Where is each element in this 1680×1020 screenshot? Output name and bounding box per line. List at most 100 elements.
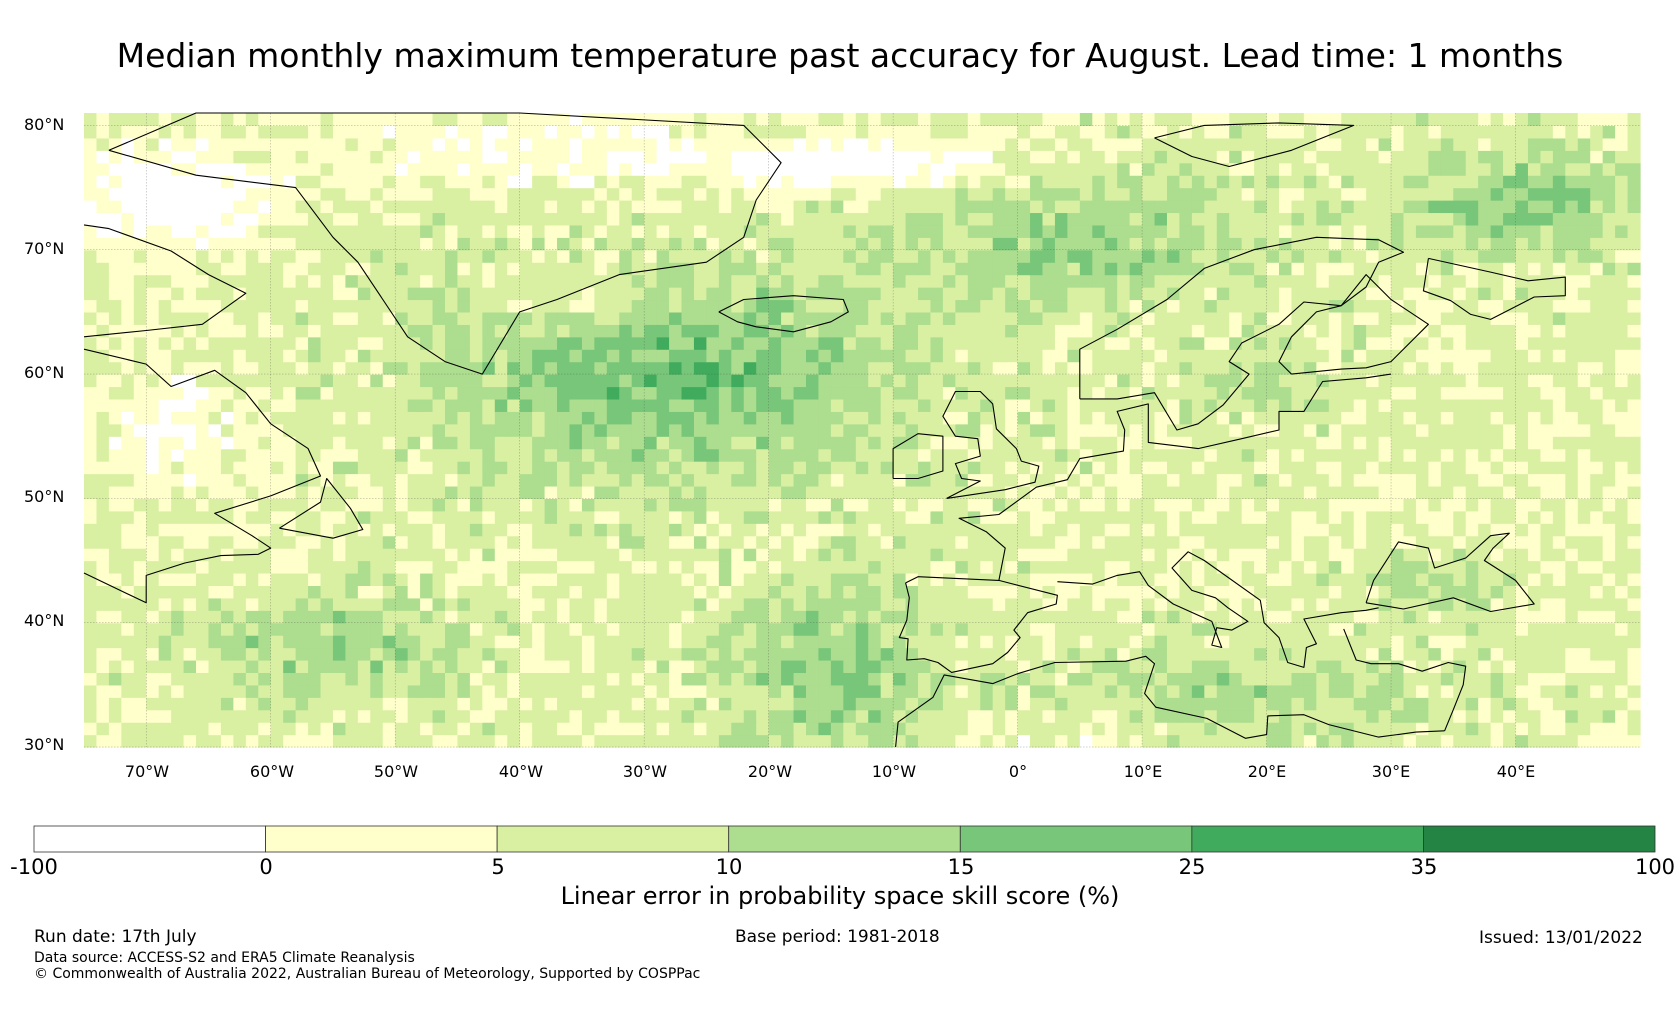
skill-cell [855,510,869,524]
skill-cell [1453,423,1467,437]
skill-cell [843,411,857,425]
skill-cell [706,324,720,338]
skill-cell [880,585,894,599]
skill-cell [1092,697,1106,711]
skill-cell [1353,398,1367,412]
skill-cell [955,560,969,574]
skill-cell [220,635,234,649]
skill-cell [1303,560,1317,574]
skill-cell [818,311,832,325]
skill-cell [196,510,210,524]
skill-cell [557,411,571,425]
skill-cell [1527,672,1542,686]
skill-cell [768,622,782,636]
skill-cell [1565,287,1579,301]
skill-cell [1254,411,1268,425]
skill-cell [581,697,595,711]
skill-cell [1129,572,1143,586]
skill-cell [967,361,981,375]
skill-cell [1353,709,1367,723]
skill-cell [1328,560,1342,574]
skill-cell [992,473,1006,487]
skill-cell [258,386,272,400]
skill-cell [1117,374,1131,388]
skill-cell [1453,361,1467,375]
skill-cell [1104,448,1118,462]
skill-cell [669,411,683,425]
skill-cell [930,423,944,437]
skill-cell [332,374,347,388]
skill-cell [1303,287,1317,301]
skill-cell [1254,722,1268,736]
skill-cell [208,572,222,586]
skill-cell [1104,610,1118,624]
skill-cell [918,548,932,562]
skill-cell [855,585,869,599]
skill-cell [681,361,695,375]
skill-cell [992,374,1006,388]
skill-cell [1328,498,1342,512]
skill-cell [569,647,583,661]
skill-cell [1552,635,1566,649]
skill-cell [1067,448,1081,462]
skill-cell [1204,697,1218,711]
skill-cell [345,572,359,586]
skill-cell [1378,734,1392,748]
skill-cell [930,610,944,624]
skill-cell [1552,274,1566,288]
skill-cell [295,436,309,450]
skill-cell [382,448,396,462]
skill-cell [868,672,882,686]
skill-cell [1129,287,1143,301]
skill-cell [382,647,396,661]
skill-cell [942,548,956,562]
skill-cell [370,659,384,674]
skill-cell [805,523,820,537]
skill-cell [693,349,707,363]
skill-cell [370,473,384,487]
skill-cell [1316,647,1330,661]
skill-cell [283,672,297,686]
skill-cell [1316,510,1330,524]
skill-cell [967,349,981,363]
skill-cell [1527,635,1542,649]
skill-cell [1254,485,1268,499]
skill-cell [818,510,832,524]
skill-cell [158,560,172,574]
skill-cell [606,374,620,388]
skill-cell [818,411,832,425]
skill-cell [1254,572,1268,586]
skill-cell [955,398,969,412]
skill-cell [631,324,645,338]
skill-cell [308,709,322,723]
skill-cell [444,510,459,524]
skill-cell [308,386,322,400]
skill-cell [743,411,757,425]
skill-cell [494,622,508,636]
skill-cell [1316,659,1330,674]
skill-cell [544,610,558,624]
skill-cell [955,361,969,375]
skill-cell [196,311,210,325]
skill-cell [1615,684,1629,698]
skill-cell [1005,610,1019,624]
skill-cell [1391,560,1405,574]
skill-cell [196,672,210,686]
skill-cell [1129,485,1143,499]
skill-cell [1017,709,1031,723]
skill-cell [1615,498,1629,512]
skill-cell [382,398,396,412]
skill-cell [1490,287,1504,301]
skill-cell [1590,249,1604,263]
skill-cell [606,510,620,524]
skill-cell [245,411,259,425]
skill-cell [1216,336,1230,350]
skill-cell [133,659,147,674]
skill-cell [444,659,459,674]
skill-cell [345,684,359,698]
skill-cell [557,336,571,350]
skill-cell [544,734,558,748]
skill-cell [731,523,745,537]
skill-cell [731,349,745,363]
skill-cell [942,535,956,549]
